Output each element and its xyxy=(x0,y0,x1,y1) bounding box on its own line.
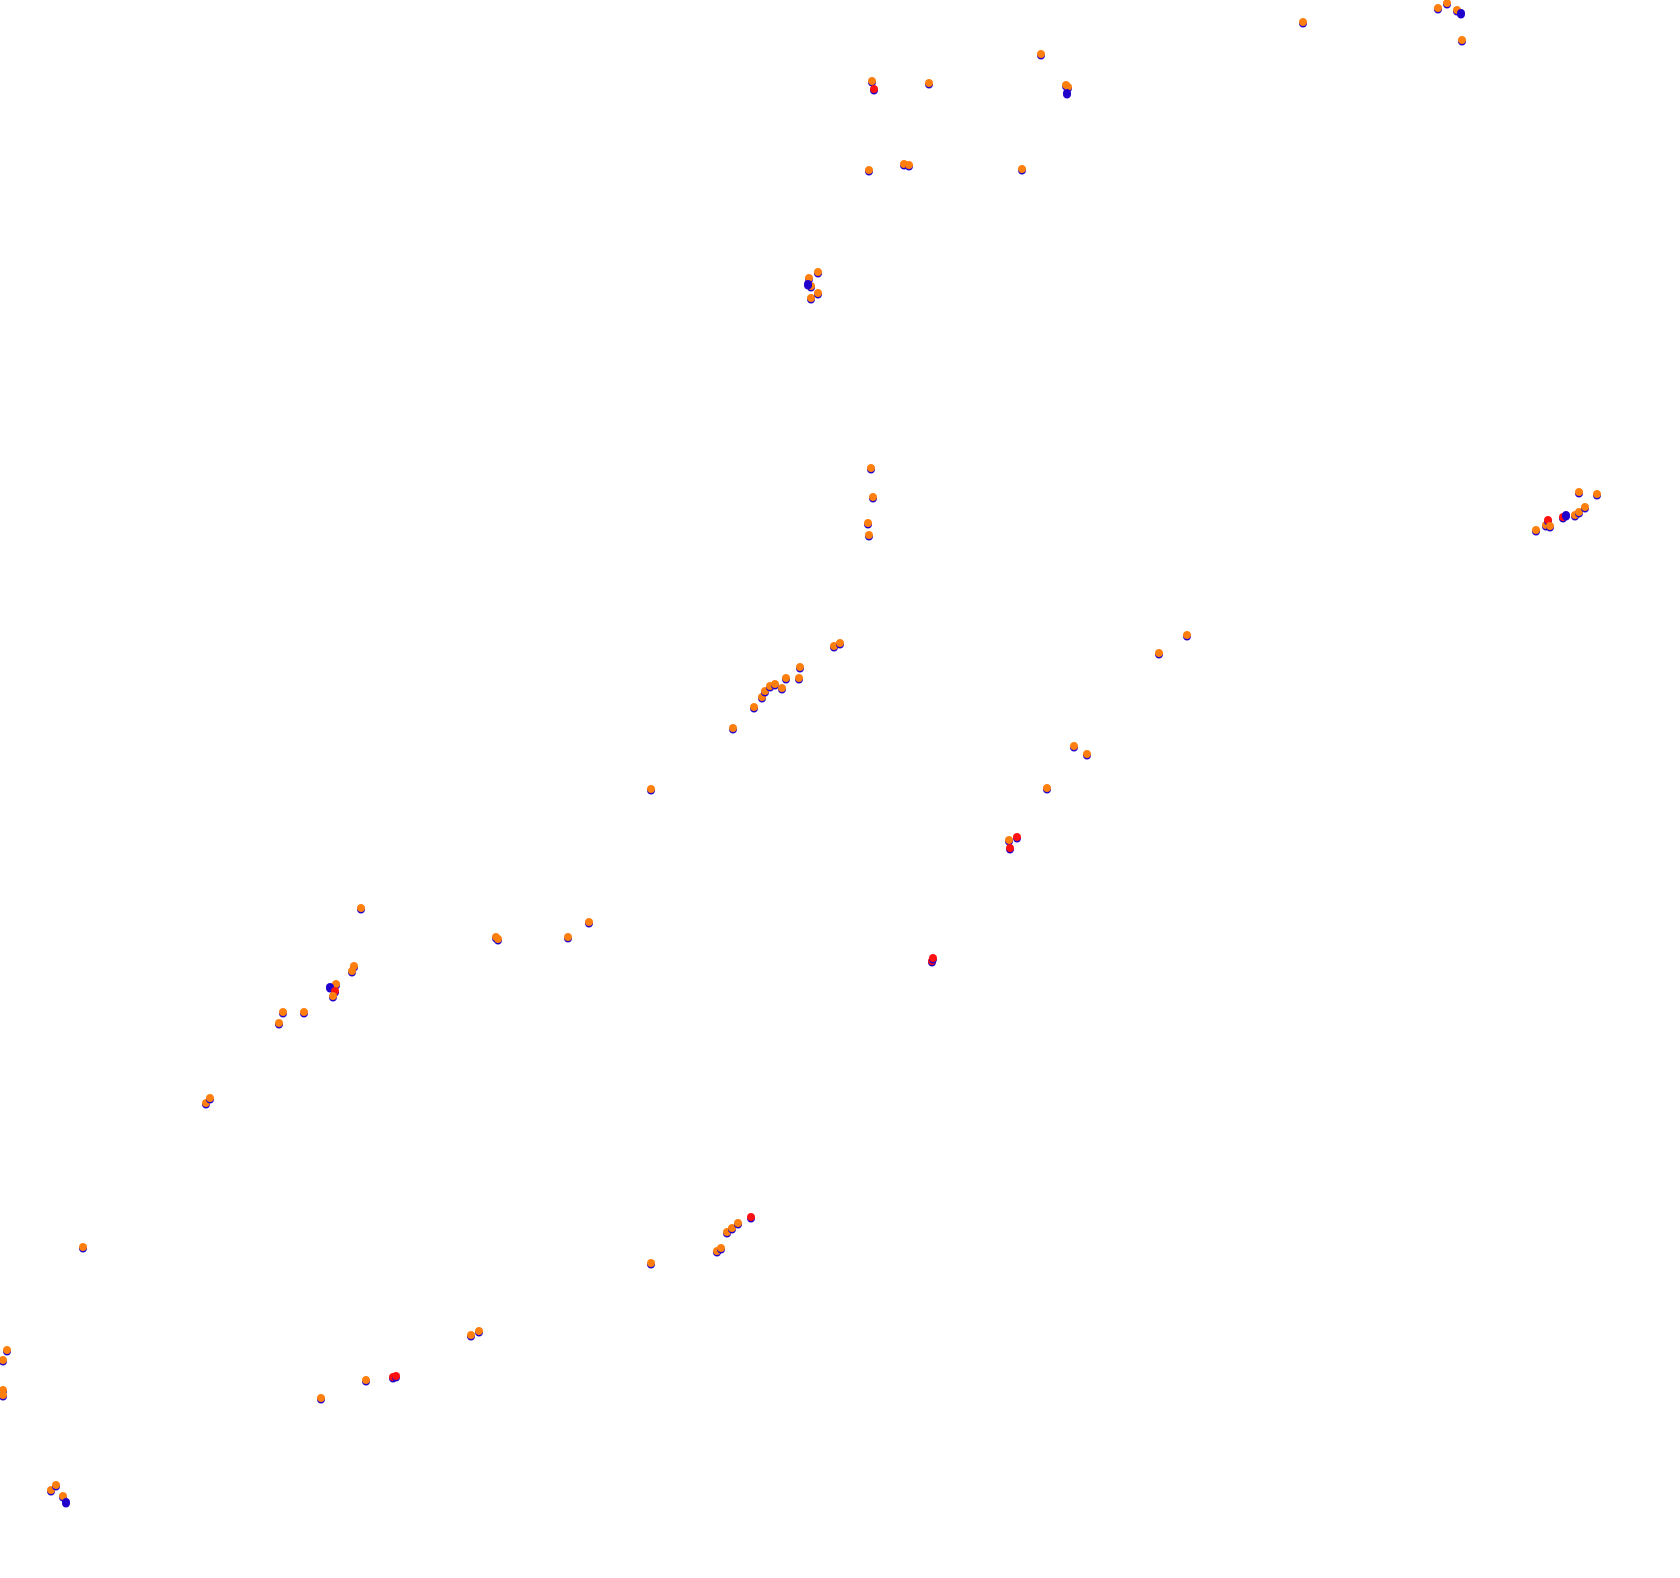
marker-group-bottom-mid xyxy=(647,1213,755,1269)
marker-group-single-1 xyxy=(647,785,655,795)
marker-dot xyxy=(814,289,822,297)
marker-dot xyxy=(867,464,875,472)
marker-dot xyxy=(796,663,804,671)
marker-dot xyxy=(807,294,815,302)
marker-dot xyxy=(905,161,913,169)
marker-group-mid-right xyxy=(1043,631,1191,794)
marker-dot xyxy=(1063,89,1071,97)
marker-dot xyxy=(870,85,878,93)
marker-dot xyxy=(332,980,340,988)
marker-dot xyxy=(814,268,822,276)
marker-dot xyxy=(1299,18,1307,26)
marker-group-far-left xyxy=(79,1094,214,1253)
marker-dot xyxy=(317,1394,325,1402)
marker-dot xyxy=(647,785,655,793)
marker-group-cluster-a xyxy=(804,268,822,304)
marker-dot xyxy=(467,1331,475,1339)
marker-group-top-1 xyxy=(1299,0,1466,46)
marker-group-vertical xyxy=(864,464,877,541)
marker-dot xyxy=(362,1376,370,1384)
marker-group-bottom-left xyxy=(0,1327,483,1508)
marker-dot xyxy=(1593,490,1601,498)
marker-group-top-2 xyxy=(868,50,1072,99)
marker-dot xyxy=(348,967,356,975)
marker-dot xyxy=(1037,50,1045,58)
marker-dot xyxy=(830,642,838,650)
marker-dot xyxy=(1155,649,1163,657)
marker-dot xyxy=(1562,511,1570,519)
marker-dot xyxy=(1434,4,1442,12)
marker-dot xyxy=(771,680,779,688)
marker-dot xyxy=(357,904,365,912)
marker-dot xyxy=(747,1213,755,1221)
marker-dot xyxy=(869,493,877,501)
marker-dot xyxy=(206,1094,214,1102)
marker-dot xyxy=(392,1372,400,1380)
marker-dot xyxy=(1443,0,1451,7)
marker-dot xyxy=(729,724,737,732)
marker-group-right-cluster xyxy=(1532,488,1601,536)
marker-dot xyxy=(1183,631,1191,639)
marker-dot xyxy=(3,1346,11,1354)
marker-group-mid-left xyxy=(492,918,593,945)
marker-dot xyxy=(1458,36,1466,44)
marker-dot xyxy=(329,992,337,1000)
marker-dot xyxy=(52,1481,60,1489)
marker-dot xyxy=(865,531,873,539)
marker-dot xyxy=(1575,488,1583,496)
marker-dot xyxy=(717,1244,725,1252)
marker-dot xyxy=(805,274,813,282)
marker-dot xyxy=(1581,503,1589,511)
marker-dot xyxy=(929,954,937,962)
marker-dot xyxy=(1013,833,1021,841)
marker-dot xyxy=(868,77,876,85)
marker-layer xyxy=(0,0,1601,1508)
marker-dot xyxy=(1532,526,1540,534)
marker-dot xyxy=(795,674,803,682)
marker-dot xyxy=(734,1219,742,1227)
marker-dot xyxy=(1575,508,1583,516)
marker-dot xyxy=(59,1492,67,1500)
marker-dot xyxy=(804,280,812,288)
marker-dot xyxy=(1005,836,1013,844)
marker-dot xyxy=(750,703,758,711)
marker-dot xyxy=(925,79,933,87)
marker-dot xyxy=(0,1356,7,1364)
marker-dot xyxy=(564,933,572,941)
marker-dot xyxy=(836,639,844,647)
marker-dot xyxy=(0,1391,7,1399)
marker-dot xyxy=(300,1008,308,1016)
marker-group-diagonal-1 xyxy=(729,639,844,734)
marker-dot xyxy=(1064,83,1072,91)
marker-dot xyxy=(79,1243,87,1251)
marker-dot xyxy=(62,1498,70,1506)
marker-dot xyxy=(1457,9,1465,17)
marker-dot xyxy=(647,1259,655,1267)
marker-dot xyxy=(865,166,873,174)
marker-dot xyxy=(778,684,786,692)
marker-group-mid-red xyxy=(928,833,1021,967)
marker-dot xyxy=(1070,742,1078,750)
marker-dot xyxy=(1546,522,1554,530)
marker-dot xyxy=(1018,165,1026,173)
marker-group-left-cluster xyxy=(275,904,365,1029)
marker-dot xyxy=(475,1327,483,1335)
marker-dot xyxy=(585,918,593,926)
marker-dot xyxy=(279,1008,287,1016)
marker-group-top-3 xyxy=(865,160,1026,176)
marker-dot xyxy=(864,519,872,527)
marker-dot xyxy=(782,674,790,682)
marker-dot xyxy=(1006,844,1014,852)
marker-dot xyxy=(494,935,502,943)
marker-dot xyxy=(1043,784,1051,792)
marker-dot xyxy=(728,1224,736,1232)
marker-dot xyxy=(1083,750,1091,758)
marker-dot xyxy=(275,1019,283,1027)
